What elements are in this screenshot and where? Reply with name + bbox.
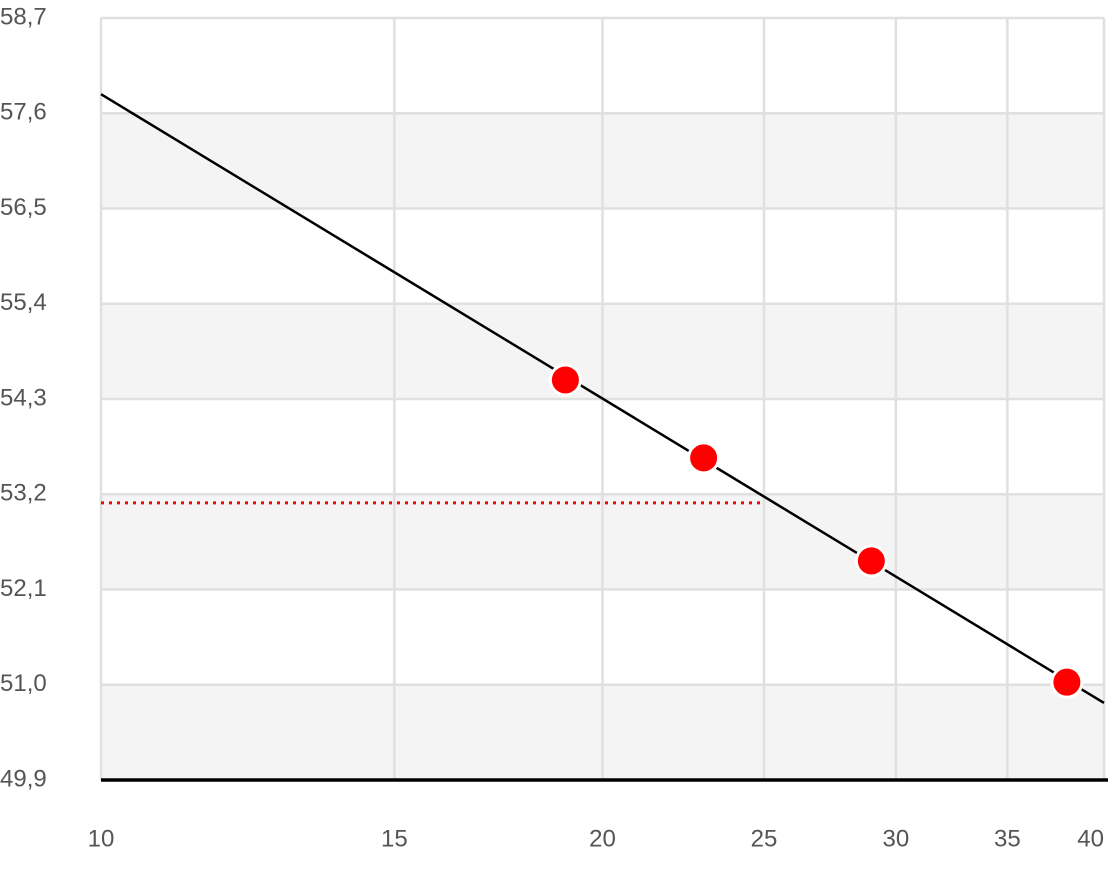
x-tick-label: 40 bbox=[1077, 825, 1104, 852]
x-tick-label: 15 bbox=[381, 825, 408, 852]
point bbox=[854, 544, 888, 578]
y-tick-label: 56,5 bbox=[0, 194, 47, 221]
y-tick-label: 51,0 bbox=[0, 670, 47, 697]
point bbox=[687, 441, 721, 475]
x-tick-label: 10 bbox=[88, 825, 115, 852]
y-tick-label: 52,1 bbox=[0, 575, 47, 602]
x-tick-label: 35 bbox=[994, 825, 1021, 852]
y-tick-label: 53,2 bbox=[0, 480, 47, 507]
y-tick-label: 57,6 bbox=[0, 99, 47, 126]
point bbox=[548, 363, 582, 397]
y-tick-label: 58,7 bbox=[0, 3, 47, 30]
trend-line bbox=[100, 93, 1105, 705]
y-tick-label: 55,4 bbox=[0, 289, 47, 316]
y-tick-label: 49,9 bbox=[0, 765, 47, 792]
x-tick-label: 25 bbox=[751, 825, 778, 852]
x-tick-label: 30 bbox=[883, 825, 910, 852]
x-tick-label: 20 bbox=[589, 825, 616, 852]
point bbox=[1050, 665, 1084, 699]
y-tick-label: 54,3 bbox=[0, 384, 47, 411]
